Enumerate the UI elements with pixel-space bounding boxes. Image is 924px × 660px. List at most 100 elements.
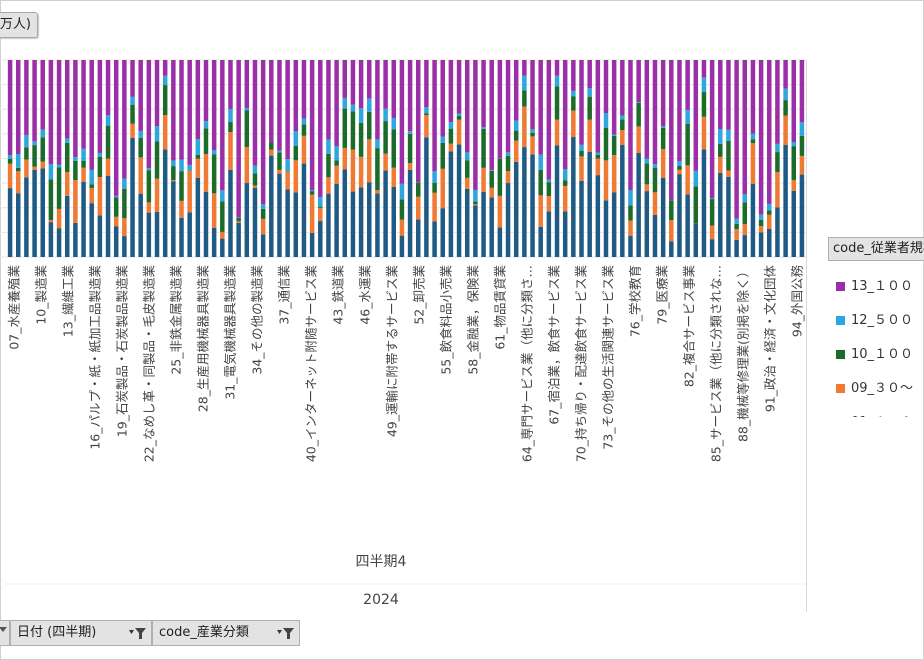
bar-segment	[301, 118, 307, 125]
bar-segment	[554, 119, 560, 146]
bar-segment	[383, 60, 388, 109]
bar-segment	[791, 190, 796, 257]
bar-segment	[64, 138, 70, 143]
bar-segment	[464, 188, 470, 257]
bar-segment	[105, 125, 111, 159]
x-tick-label: 13_繊維工業	[61, 265, 76, 338]
x-tick-label: 70_持ち帰り・配達飲食サービス業	[574, 265, 589, 463]
bar-segment	[252, 165, 258, 174]
bar-segment	[154, 211, 160, 257]
bar-segment	[595, 175, 601, 257]
bar-segment	[742, 235, 748, 257]
bar-segment	[326, 139, 331, 154]
bar-segment	[32, 141, 37, 146]
legend-label: 09_３０～	[851, 381, 914, 396]
bar-segment	[448, 143, 454, 152]
bar-segment	[350, 111, 356, 150]
bar-segment	[48, 60, 54, 164]
bar-segment	[562, 185, 568, 212]
bar-segment	[162, 85, 168, 116]
bar-segment	[375, 193, 380, 257]
bar-segment	[130, 123, 135, 138]
bar-segment	[669, 220, 674, 242]
bar-segment	[799, 122, 805, 136]
bar-segment	[179, 159, 184, 172]
bar-segment	[758, 60, 764, 215]
bar-segment	[685, 165, 690, 195]
x-tick-label: 43_鉄道業	[331, 265, 346, 325]
bar-segment	[513, 140, 519, 162]
bar-segment	[350, 60, 356, 105]
bar-segment	[644, 163, 650, 185]
bar-segment	[236, 217, 241, 222]
bar-segment	[709, 198, 715, 200]
bar-segment	[211, 193, 217, 228]
bar-segment	[162, 115, 168, 150]
bar-segment	[603, 127, 609, 161]
bar-segment	[709, 239, 715, 257]
bar-segment	[391, 167, 396, 187]
x-tick-label: 49_運輸に附帯するサービス業	[385, 265, 400, 438]
stacked-bar-chart: 07_水産養殖業 10_製造業 13_繊維工業 16_パルプ・紙・紙加工品製造業 19_…	[0, 59, 806, 608]
bar-segment	[24, 147, 29, 160]
bar-segment	[660, 127, 666, 150]
bar-segment	[391, 129, 396, 168]
legend-title[interactable]: code_従業者規模	[828, 237, 924, 261]
bar-segment	[562, 60, 568, 170]
x-tick-label: 19_石炭製品・石炭製品製造業	[115, 265, 130, 438]
bar-segment	[603, 113, 609, 128]
bar-segment	[726, 60, 731, 130]
x-tick-label: 22_なめし革・同製品・毛皮製造業	[142, 265, 157, 463]
x-tick-label: 64_専門サービス業（他に分類さ…	[520, 265, 535, 462]
bar-segment	[146, 168, 152, 171]
bar-segment	[318, 197, 323, 207]
bar-segment	[301, 124, 307, 136]
bar-segment	[742, 60, 748, 195]
bar-segment	[587, 151, 592, 257]
bar-segment	[718, 60, 723, 129]
bar-segment	[644, 158, 650, 164]
bar-segment	[105, 60, 111, 116]
bar-segment	[669, 241, 674, 257]
bar-segment	[138, 137, 143, 158]
legend-swatch	[836, 350, 845, 359]
bar-segment	[375, 60, 380, 140]
bar-segment	[758, 232, 764, 257]
bar-segment	[179, 217, 184, 257]
value-field-button[interactable]: 万人)	[0, 12, 38, 38]
bar-segment	[285, 171, 290, 190]
bar-segment	[685, 109, 690, 124]
bar-segment	[758, 219, 764, 227]
bar-segment	[767, 229, 772, 257]
bar-segment	[367, 60, 372, 99]
x-tick-label: 46_水運業	[358, 265, 373, 325]
bar-segment	[7, 163, 13, 189]
bar-segment	[16, 193, 21, 257]
bar-segment	[783, 88, 788, 101]
bar-segment	[791, 60, 796, 143]
bar-segment	[660, 60, 666, 127]
bar-segment	[318, 60, 323, 198]
bar-segment	[595, 60, 601, 153]
filter-button-prev[interactable]	[0, 620, 10, 646]
bar-segment	[318, 221, 323, 257]
bar-segment	[579, 180, 584, 257]
bar-segment	[522, 147, 527, 257]
bar-segment	[146, 170, 152, 203]
legend-item: 01_１～２	[836, 411, 913, 417]
bar-segment	[611, 135, 617, 156]
bar-segment	[228, 132, 233, 170]
bar-segment	[195, 154, 201, 159]
bar-segment	[89, 184, 94, 188]
bar-segment	[97, 177, 103, 216]
bar-segment	[64, 171, 70, 196]
bar-segment	[554, 60, 560, 76]
bar-segment	[652, 60, 658, 165]
x-tick-label: 40_インターネット附随サービス業	[304, 265, 319, 463]
legend-item: 10_１００	[836, 343, 913, 362]
bar-segment	[473, 201, 478, 205]
bar-segment	[448, 60, 454, 123]
x-tick-label: 91_政治・経済・文化団体	[763, 265, 778, 413]
filter-button-industry-code[interactable]: code_産業分類	[152, 620, 300, 646]
filter-button-date-quarter[interactable]: 日付 (四半期)	[10, 620, 152, 646]
